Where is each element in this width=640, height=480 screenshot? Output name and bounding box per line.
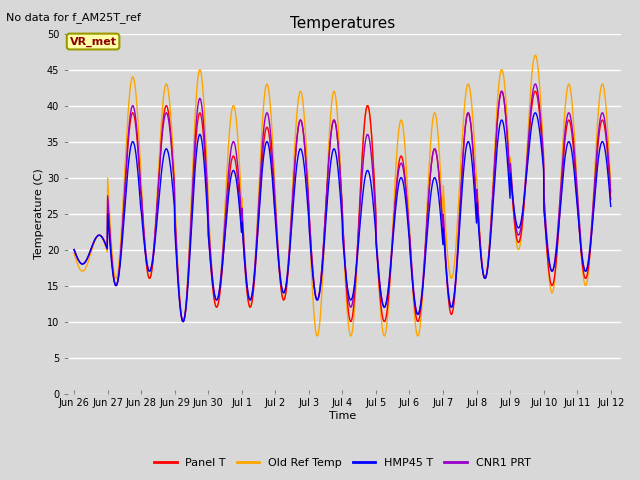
Text: VR_met: VR_met <box>70 36 116 47</box>
Legend: Panel T, Old Ref Temp, HMP45 T, CNR1 PRT: Panel T, Old Ref Temp, HMP45 T, CNR1 PRT <box>150 453 535 472</box>
Text: No data for f_AM25T_ref: No data for f_AM25T_ref <box>6 12 141 23</box>
Y-axis label: Temperature (C): Temperature (C) <box>34 168 44 259</box>
Title: Temperatures: Temperatures <box>290 16 395 31</box>
X-axis label: Time: Time <box>329 411 356 421</box>
